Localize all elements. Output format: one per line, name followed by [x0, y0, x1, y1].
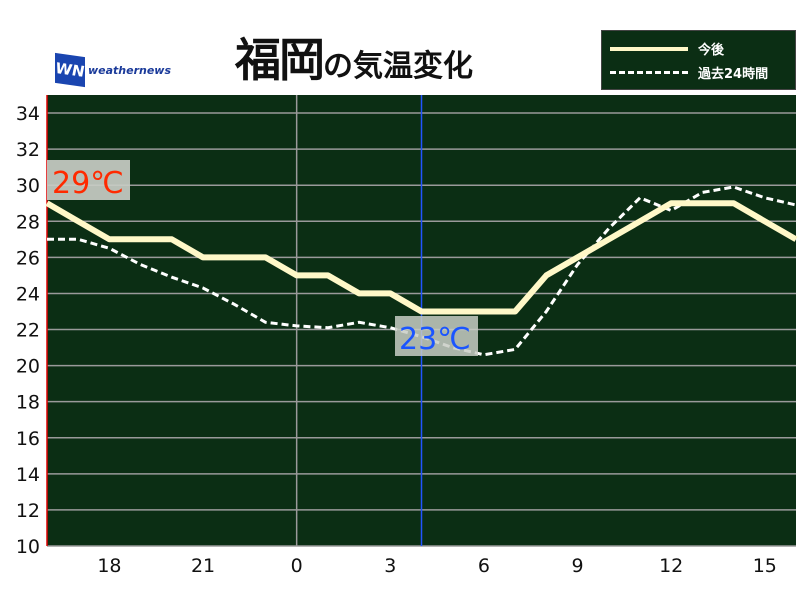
y-tick-label: 18 [16, 392, 40, 414]
legend-solid-swatch [610, 46, 688, 51]
y-tick-label: 12 [16, 500, 40, 522]
y-tick-label: 22 [16, 320, 40, 342]
y-tick-label: 10 [16, 536, 40, 558]
legend-past-label: 過去24時間 [698, 67, 769, 82]
y-tick-label: 24 [16, 283, 40, 305]
past-24h-line [47, 185, 797, 357]
max-label-box [47, 160, 130, 200]
y-tick-label: 20 [16, 356, 40, 378]
x-tick-label: 0 [291, 555, 303, 577]
y-tick-label: 30 [16, 175, 40, 197]
logo-mark: WN [55, 52, 85, 88]
max-temp-label: 29℃ [52, 166, 124, 201]
title-city: 福岡 [235, 33, 325, 87]
x-tick-label: 12 [659, 555, 683, 577]
y-tick-label: 16 [16, 428, 40, 450]
y-tick-label: 14 [16, 464, 40, 486]
x-tick-label: 9 [571, 555, 583, 577]
y-tick-label: 28 [16, 211, 40, 233]
x-tick-label: 6 [478, 555, 490, 577]
title-sub: の気温変化 [323, 49, 473, 84]
chart-title: 福岡の気温変化 [235, 24, 473, 90]
weathernews-logo: WN weathernews [55, 52, 172, 88]
x-tick-label: 21 [191, 555, 215, 577]
x-tick-label: 15 [753, 555, 777, 577]
legend-forecast: 今後 [610, 39, 724, 58]
y-tick-label: 34 [16, 103, 40, 125]
y-tick-label: 32 [16, 139, 40, 161]
logo-text: weathernews [88, 63, 172, 77]
y-tick-label: 26 [16, 247, 40, 269]
legend-dashed-swatch [610, 71, 688, 74]
min-label-box [395, 316, 478, 356]
x-tick-label: 3 [384, 555, 396, 577]
legend-past: 過去24時間 [610, 63, 768, 82]
legend: 今後 過去24時間 [601, 30, 796, 90]
min-temp-label: 23℃ [399, 322, 471, 357]
x-tick-label: 18 [97, 555, 121, 577]
forecast-line [45, 200, 798, 315]
legend-forecast-label: 今後 [698, 43, 725, 58]
